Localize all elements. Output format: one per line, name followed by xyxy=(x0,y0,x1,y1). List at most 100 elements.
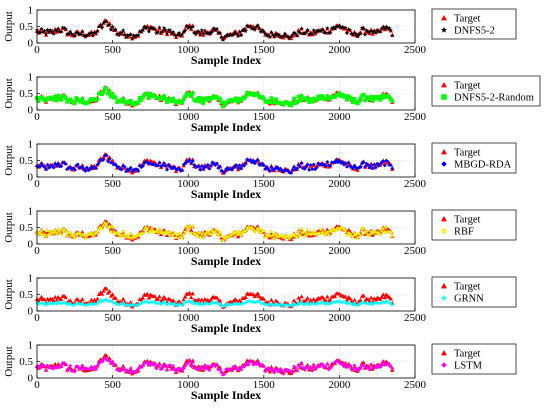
prediction-point xyxy=(71,368,76,373)
prediction-point xyxy=(204,300,209,305)
prediction-point xyxy=(170,29,176,34)
prediction-point xyxy=(387,363,392,368)
prediction-point xyxy=(199,230,205,236)
x-tick-label: 1500 xyxy=(253,245,276,257)
target-point xyxy=(99,291,105,296)
target-point xyxy=(299,294,304,299)
prediction-point xyxy=(190,223,196,229)
prediction-point xyxy=(119,167,124,172)
prediction-point xyxy=(290,100,295,105)
prediction-point xyxy=(338,25,344,30)
prediction-point xyxy=(39,363,44,368)
prediction-point xyxy=(51,230,57,236)
prediction-point xyxy=(267,100,272,105)
prediction-point xyxy=(177,302,182,307)
prediction-point xyxy=(189,364,194,369)
prediction-point xyxy=(249,359,254,364)
prediction-point xyxy=(369,362,374,367)
target-point xyxy=(269,364,274,369)
prediction-point xyxy=(37,301,43,306)
prediction-point xyxy=(166,162,171,167)
prediction-point xyxy=(137,163,142,168)
x-tick-label: 2000 xyxy=(328,111,351,123)
prediction-point xyxy=(387,300,392,305)
prediction-point xyxy=(84,165,89,170)
target-point xyxy=(347,162,353,167)
prediction-point xyxy=(198,302,203,307)
prediction-point xyxy=(36,364,41,369)
target-point xyxy=(379,294,384,299)
prediction-point xyxy=(352,300,357,305)
x-axis-label: Sample Index xyxy=(191,254,261,268)
prediction-point xyxy=(121,163,126,168)
prediction-point xyxy=(37,30,43,35)
prediction-point xyxy=(177,166,182,171)
prediction-point xyxy=(167,27,173,32)
x-tick-label: 1500 xyxy=(253,379,276,391)
prediction-point xyxy=(172,32,177,37)
prediction-point xyxy=(144,225,150,231)
prediction-point xyxy=(127,370,132,375)
prediction-point xyxy=(296,362,301,367)
prediction-point xyxy=(74,163,79,168)
prediction-point xyxy=(349,31,354,36)
prediction-point xyxy=(125,167,130,172)
target-point xyxy=(255,291,260,296)
target-point xyxy=(173,34,179,39)
prediction-point xyxy=(192,301,197,306)
prediction-point xyxy=(42,165,47,169)
prediction-point xyxy=(298,98,302,103)
prediction-point xyxy=(347,300,353,305)
prediction-point xyxy=(130,370,135,375)
prediction-point xyxy=(370,302,375,307)
prediction-point xyxy=(48,301,53,306)
target-point xyxy=(373,297,378,302)
prediction-point xyxy=(196,164,201,169)
x-tick-label: 1000 xyxy=(177,44,200,56)
prediction-point xyxy=(367,367,372,372)
prediction-point xyxy=(98,23,103,28)
target-point xyxy=(189,295,194,300)
prediction-point xyxy=(143,26,148,31)
target-point xyxy=(182,26,188,31)
x-tick-label: 0 xyxy=(34,312,40,324)
prediction-point xyxy=(390,302,395,307)
prediction-point xyxy=(390,366,395,371)
prediction-point xyxy=(88,167,92,172)
legend-target-label: Target xyxy=(454,215,481,226)
prediction-point xyxy=(216,301,221,306)
prediction-point xyxy=(317,230,323,236)
prediction-point xyxy=(78,367,83,372)
prediction-point xyxy=(175,302,180,307)
prediction-point xyxy=(94,166,98,171)
prediction-point xyxy=(57,229,63,235)
prediction-point xyxy=(228,167,233,171)
x-tick-label: 1000 xyxy=(177,312,200,324)
prediction-point xyxy=(214,299,220,304)
prediction-point xyxy=(375,28,380,33)
prediction-point xyxy=(348,363,352,368)
prediction-point xyxy=(287,303,292,308)
prediction-point xyxy=(151,363,156,367)
target-point xyxy=(187,290,192,295)
prediction-point xyxy=(116,33,121,38)
prediction-point xyxy=(335,24,341,29)
target-point xyxy=(361,293,366,298)
prediction-point xyxy=(269,96,274,101)
prediction-point xyxy=(222,303,227,308)
y-tick-label: 0.5 xyxy=(19,289,33,301)
prediction-point xyxy=(346,160,351,165)
target-point xyxy=(107,289,112,294)
prediction-point xyxy=(364,27,369,33)
prediction-point xyxy=(382,300,387,305)
prediction-point xyxy=(350,32,356,37)
target-point xyxy=(167,297,173,302)
prediction-point xyxy=(218,367,222,372)
prediction-point xyxy=(142,161,147,165)
target-point xyxy=(181,297,186,302)
prediction-point xyxy=(201,302,206,307)
prediction-point xyxy=(106,159,110,164)
prediction-point xyxy=(104,19,109,24)
prediction-point xyxy=(70,232,76,238)
target-point xyxy=(80,297,85,302)
